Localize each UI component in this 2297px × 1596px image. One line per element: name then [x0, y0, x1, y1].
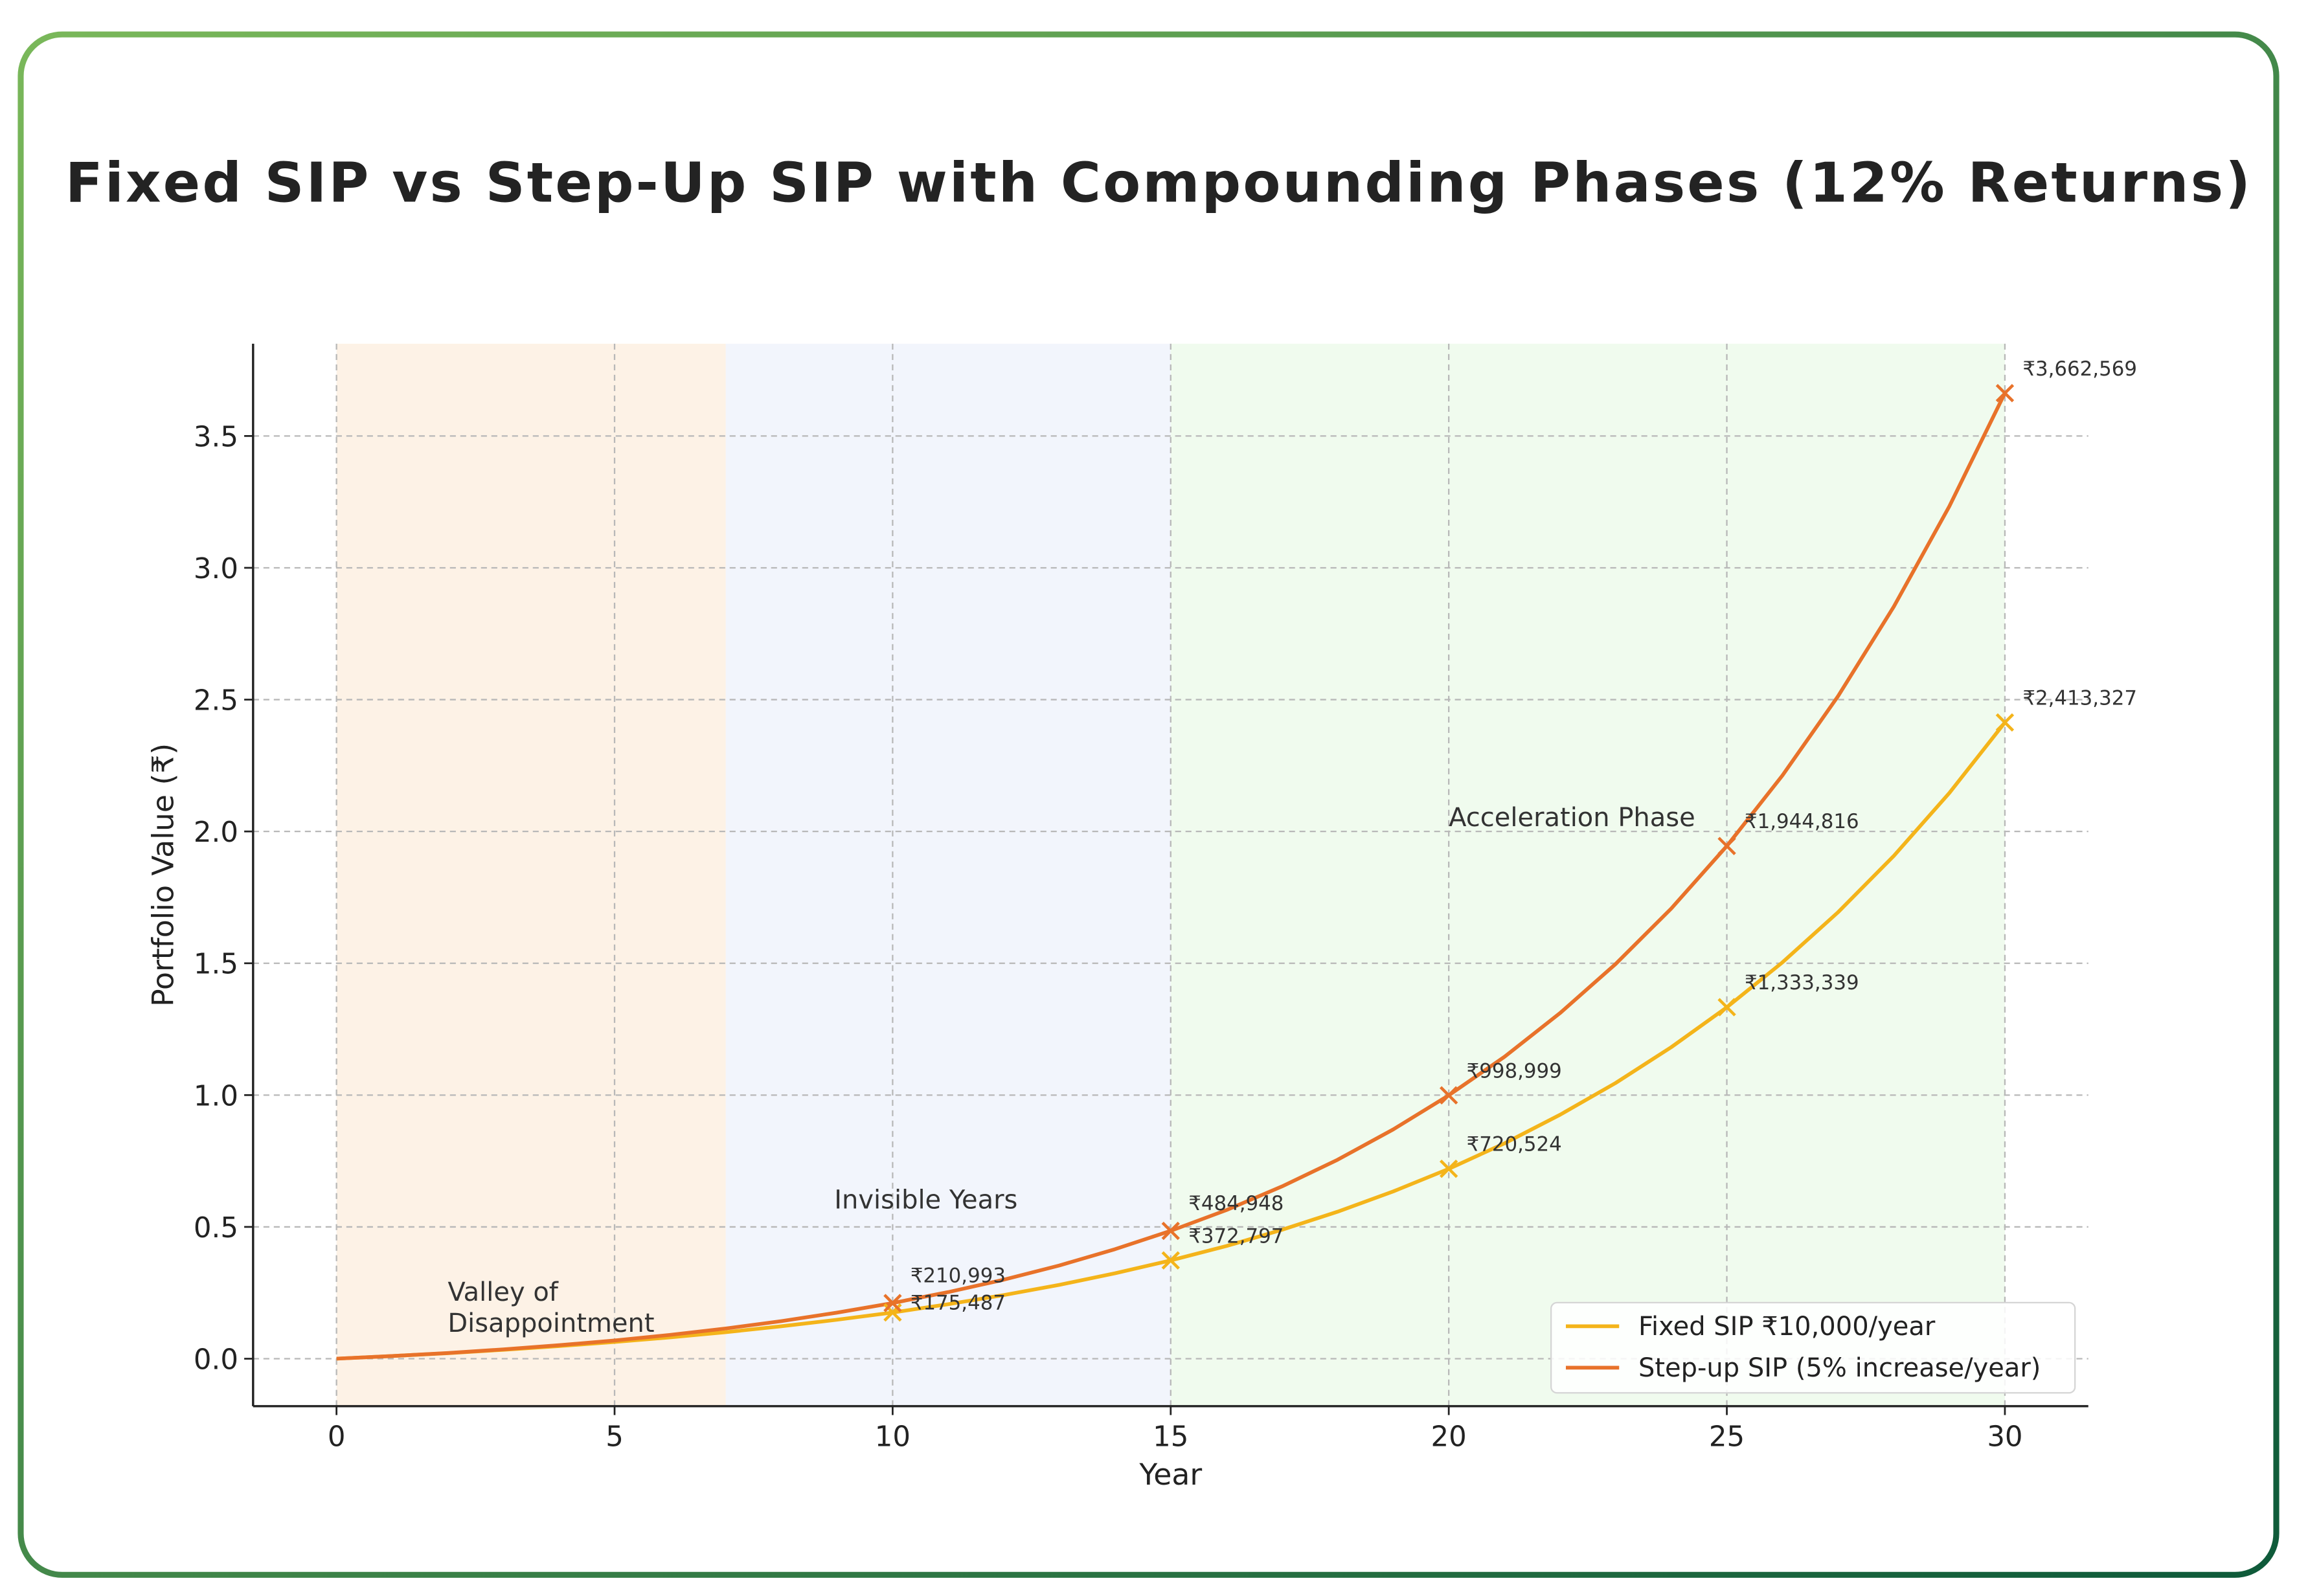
- legend: Fixed SIP ₹10,000/year Step-up SIP (5% i…: [1550, 1301, 2076, 1394]
- marker-stroke: [1161, 1221, 1180, 1241]
- marker-stroke: [1995, 713, 2015, 732]
- annotation-line: Acceleration Phase: [1449, 803, 1695, 833]
- y-tick-label: 3.0: [194, 553, 238, 585]
- annotation-line: Valley of: [447, 1277, 558, 1307]
- legend-label-stepup: Step-up SIP (5% increase/year): [1638, 1353, 2041, 1383]
- phase-band-2: [1170, 343, 2005, 1406]
- marker-x: [883, 1294, 902, 1312]
- x-tick-label: 25: [1709, 1421, 1745, 1454]
- annotation-line: Invisible Years: [834, 1185, 1017, 1215]
- y-tick-label: 0.5: [194, 1212, 238, 1244]
- y-tick-label: 0.0: [194, 1344, 238, 1377]
- phase-annotation: Invisible Years: [834, 1185, 1017, 1215]
- y-axis-label: Portfolio Value (₹): [146, 743, 180, 1007]
- data-label: ₹720,524: [1467, 1133, 1562, 1156]
- data-label: ₹2,413,327: [2022, 686, 2137, 710]
- marker-stroke: [1161, 1251, 1180, 1270]
- marker-stroke: [1439, 1086, 1458, 1105]
- phase-band-1: [725, 343, 1171, 1406]
- y-tick-label: 2.5: [194, 685, 238, 717]
- annotation-line: Disappointment: [447, 1309, 654, 1338]
- markers-layer: [883, 384, 2015, 1322]
- chart-title: Fixed SIP vs Step-Up SIP with Compoundin…: [65, 151, 2252, 214]
- data-labels: ₹175,487 ₹372,797 ₹720,524 ₹1,333,339 ₹2,413…: [911, 357, 2137, 1315]
- phase-annotation: Acceleration Phase: [1449, 803, 1695, 833]
- data-label: ₹1,333,339: [1745, 971, 1859, 995]
- marker-stroke: [1717, 998, 1736, 1017]
- y-tick-label: 3.5: [194, 421, 238, 453]
- y-tick-label: 1.0: [194, 1080, 238, 1112]
- x-tick-label: 20: [1431, 1421, 1467, 1454]
- data-label: ₹3,662,569: [2022, 357, 2137, 381]
- x-tick-label: 30: [1987, 1421, 2022, 1454]
- x-axis-label: Year: [1138, 1457, 1202, 1492]
- marker-x: [1717, 837, 1736, 855]
- marker-x: [1995, 384, 2015, 403]
- phase-bands: [336, 343, 2005, 1406]
- x-tick-label: 0: [328, 1421, 346, 1454]
- x-tick-label: 15: [1153, 1421, 1188, 1454]
- phase-band-0: [336, 343, 726, 1406]
- x-tick-label: 10: [875, 1421, 911, 1454]
- axes: 0 5 10 15 20 25 30 0.0 0.5 1.0 1.5 2.0 2.5 3.0 3.5: [194, 343, 2088, 1454]
- data-label: ₹998,999: [1467, 1059, 1562, 1083]
- phase-annotations: Valley of Disappointment Invisible Years Ac…: [447, 803, 1695, 1338]
- marker-x: [1995, 713, 2015, 732]
- marker-stroke: [883, 1294, 902, 1312]
- data-label: ₹484,948: [1188, 1192, 1284, 1215]
- y-tick-label: 1.5: [194, 949, 238, 981]
- marker-x: [1161, 1251, 1180, 1270]
- marker-x: [1161, 1221, 1180, 1241]
- data-label: ₹210,993: [911, 1264, 1006, 1288]
- data-label: ₹372,797: [1188, 1224, 1284, 1248]
- marker-stroke: [1439, 1159, 1458, 1178]
- marker-x: [1439, 1159, 1458, 1178]
- data-label: ₹175,487: [911, 1291, 1006, 1314]
- y-tick-label: 2.0: [194, 816, 238, 849]
- marker-stroke: [1995, 384, 2015, 403]
- data-label: ₹1,944,816: [1745, 810, 1859, 833]
- legend-box: [1550, 1301, 2076, 1394]
- legend-label-fixed: Fixed SIP ₹10,000/year: [1638, 1312, 1936, 1342]
- marker-stroke: [1717, 837, 1736, 855]
- marker-x: [1439, 1086, 1458, 1105]
- phase-annotation: Valley of Disappointment: [447, 1277, 654, 1338]
- marker-x: [1717, 998, 1736, 1017]
- x-tick-label: 5: [605, 1421, 624, 1454]
- grid: [253, 343, 2088, 1406]
